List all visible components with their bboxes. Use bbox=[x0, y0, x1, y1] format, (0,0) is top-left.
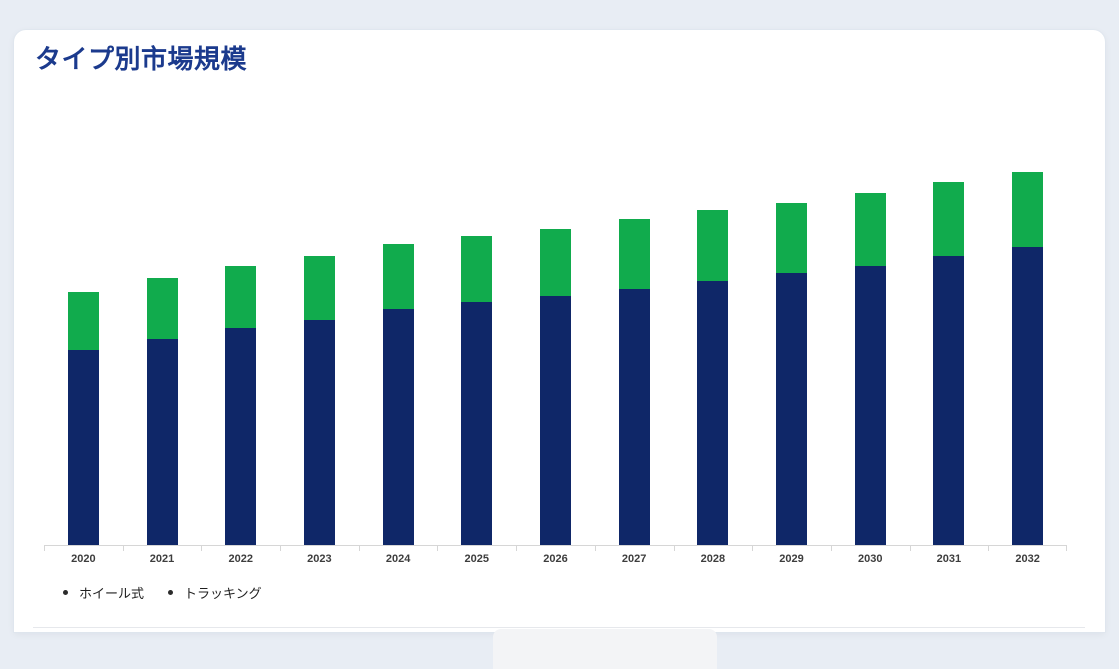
bar-column[interactable] bbox=[437, 107, 516, 545]
stacked-bar bbox=[461, 236, 493, 545]
bar-segment[interactable] bbox=[461, 236, 493, 302]
bar-column[interactable] bbox=[123, 107, 202, 545]
legend-item[interactable]: ホイール式 bbox=[63, 583, 144, 602]
bar-segment[interactable] bbox=[854, 266, 886, 545]
bar-column[interactable] bbox=[910, 107, 989, 545]
legend-bullet-icon bbox=[63, 590, 68, 595]
bar-segment[interactable] bbox=[618, 219, 650, 289]
bar-segment[interactable] bbox=[539, 229, 571, 296]
bar-column[interactable] bbox=[516, 107, 595, 545]
stacked-bar bbox=[1012, 172, 1044, 545]
x-axis-label: 2028 bbox=[700, 553, 726, 565]
axis-tick bbox=[44, 546, 45, 551]
legend-item-label: トラッキング bbox=[184, 586, 262, 601]
axis-tick bbox=[358, 546, 360, 551]
axis-tick bbox=[752, 546, 754, 551]
bar-column[interactable] bbox=[359, 107, 438, 545]
axis-tick bbox=[201, 546, 203, 551]
stacked-bar bbox=[697, 210, 729, 545]
bar-segment[interactable] bbox=[1012, 172, 1044, 247]
x-axis-label: 2030 bbox=[857, 553, 883, 565]
bar-column[interactable] bbox=[674, 107, 753, 545]
bar-segment[interactable] bbox=[933, 256, 965, 545]
bar-column[interactable] bbox=[752, 107, 831, 545]
x-axis-label: 2022 bbox=[228, 553, 253, 565]
section-divider bbox=[33, 627, 1085, 628]
stacked-bar bbox=[776, 203, 808, 545]
x-axis-label: 2023 bbox=[307, 553, 332, 565]
axis-tick bbox=[988, 546, 990, 551]
axis-tick bbox=[516, 546, 518, 551]
axis-tick bbox=[280, 546, 282, 551]
bar-segment[interactable] bbox=[382, 309, 414, 545]
bar-segment[interactable] bbox=[225, 266, 257, 328]
stacked-bar bbox=[854, 193, 886, 545]
bar-segment[interactable] bbox=[1012, 247, 1044, 545]
bar-segment[interactable] bbox=[697, 210, 729, 281]
legend-item-label: ホイール式 bbox=[79, 586, 145, 601]
x-axis-label: 2026 bbox=[543, 553, 568, 565]
bar-segment[interactable] bbox=[303, 256, 335, 320]
axis-tick bbox=[437, 546, 439, 551]
bar-segment[interactable] bbox=[67, 350, 99, 545]
x-axis bbox=[44, 545, 1067, 551]
bar-segment[interactable] bbox=[225, 328, 257, 545]
bar-segment[interactable] bbox=[303, 320, 335, 545]
bar-segment[interactable] bbox=[146, 278, 178, 339]
x-axis-label: 2021 bbox=[149, 553, 175, 565]
bar-column[interactable] bbox=[595, 107, 674, 545]
axis-tick bbox=[673, 546, 675, 551]
x-axis-label: 2020 bbox=[71, 553, 96, 565]
bar-segment[interactable] bbox=[854, 193, 886, 266]
bar-segment[interactable] bbox=[539, 296, 571, 545]
x-axis-label: 2031 bbox=[936, 553, 962, 565]
legend-bullet-icon bbox=[168, 590, 174, 595]
x-axis-labels: 2020 2021 2022 2023 2024 2025 2026 2027 2028 2029… bbox=[44, 553, 1067, 565]
chart-title: タイプ別市場規模 bbox=[35, 44, 248, 74]
stacked-bar bbox=[146, 278, 178, 545]
bar-segment[interactable] bbox=[382, 244, 414, 309]
chart-card: タイプ別市場規模 2020 2021 2022 2023 2024 2025 2026 202… bbox=[14, 30, 1105, 669]
x-axis-label: 2025 bbox=[464, 553, 490, 565]
x-axis-label: 2027 bbox=[621, 553, 647, 565]
bar-segment[interactable] bbox=[776, 273, 808, 545]
x-axis-label: 2024 bbox=[385, 553, 411, 565]
axis-tick bbox=[594, 546, 596, 551]
chart-legend: ホイール式 トラッキング bbox=[63, 583, 1105, 602]
bar-segment[interactable] bbox=[461, 302, 493, 545]
stacked-bar bbox=[303, 256, 335, 545]
legend-item[interactable]: トラッキング bbox=[168, 583, 262, 602]
bar-segment[interactable] bbox=[776, 203, 808, 273]
bar-segment[interactable] bbox=[146, 339, 178, 545]
bar-segment[interactable] bbox=[67, 292, 99, 350]
chart-plot-area bbox=[44, 107, 1067, 545]
bar-segment[interactable] bbox=[933, 182, 965, 256]
x-axis-label: 2032 bbox=[1015, 553, 1040, 565]
axis-tick bbox=[909, 546, 911, 551]
stacked-bar bbox=[382, 244, 414, 545]
axis-tick bbox=[830, 546, 832, 551]
bar-column[interactable] bbox=[44, 107, 123, 545]
stacked-bar bbox=[539, 229, 571, 545]
bar-column[interactable] bbox=[280, 107, 359, 545]
axis-tick bbox=[122, 546, 124, 551]
stacked-bar bbox=[618, 219, 650, 545]
axis-tick bbox=[1066, 546, 1067, 551]
next-section-edge bbox=[493, 629, 717, 669]
bar-column[interactable] bbox=[831, 107, 910, 545]
bar-column[interactable] bbox=[201, 107, 280, 545]
stacked-bar-chart: 2020 2021 2022 2023 2024 2025 2026 2027 2028 2029… bbox=[14, 107, 1105, 565]
stacked-bar bbox=[225, 266, 257, 545]
bar-column[interactable] bbox=[988, 107, 1067, 545]
bar-segment[interactable] bbox=[618, 289, 650, 545]
stacked-bar bbox=[933, 182, 965, 545]
bar-segment[interactable] bbox=[697, 281, 729, 545]
x-axis-label: 2029 bbox=[779, 553, 804, 565]
stacked-bar bbox=[67, 292, 99, 545]
